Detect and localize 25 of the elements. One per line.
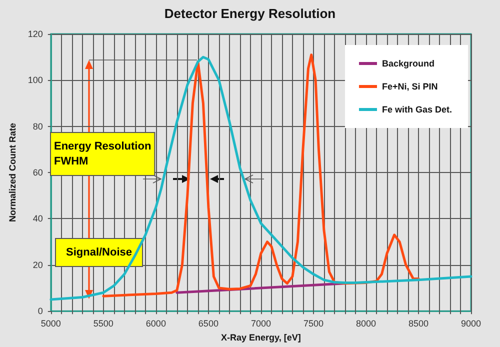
legend-label: Fe+Ni, Si PIN — [382, 82, 438, 92]
x-tick-label: 8000 — [356, 318, 376, 329]
y-tick-label: 60 — [32, 168, 43, 178]
x-tick-label: 6000 — [146, 318, 166, 329]
x-tick-label: 8500 — [408, 318, 429, 329]
x-tick-label: 5000 — [40, 318, 61, 329]
y-tick-label: 80 — [32, 121, 43, 132]
annotation: Signal/Noise — [66, 246, 132, 258]
x-tick-label: 5500 — [93, 318, 114, 329]
x-tick-label: 7000 — [250, 318, 271, 329]
y-tick-label: 40 — [32, 214, 43, 224]
legend-label: Background — [382, 58, 434, 68]
annotation: Energy Resolution FWHM — [54, 140, 152, 168]
legend-label: Fe with Gas Det. — [382, 104, 452, 114]
y-tick-label: 0 — [38, 306, 43, 316]
x-tick-label: 7500 — [303, 318, 324, 329]
x-axis-title: X-Ray Energy, [eV] — [221, 332, 301, 342]
y-tick-label: 20 — [32, 260, 43, 270]
chart-title: Detector Energy Resolution — [164, 6, 336, 21]
y-tick-label: 120 — [28, 29, 43, 39]
x-tick-label: 6500 — [198, 318, 218, 329]
x-tick-label: 9000 — [460, 318, 482, 329]
y-tick-label: 100 — [28, 75, 43, 86]
y-axis-title: Normalized Count Rate — [8, 123, 18, 222]
line-series — [50, 56, 472, 301]
